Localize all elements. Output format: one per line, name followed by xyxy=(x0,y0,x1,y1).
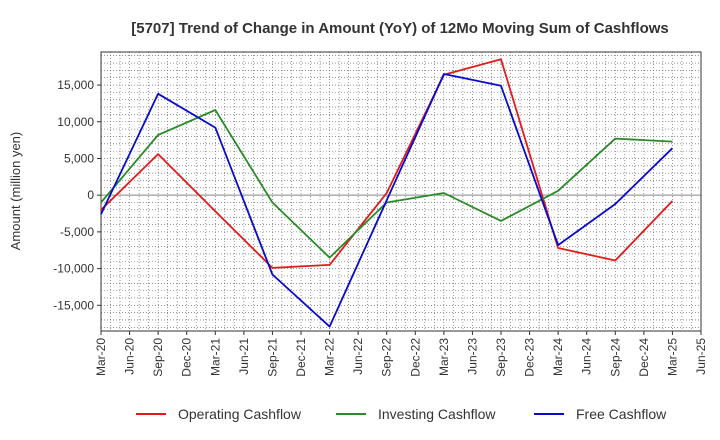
x-tick-label: Dec-21 xyxy=(294,338,308,377)
series-line-2 xyxy=(100,109,673,259)
x-tick-label: Jun-21 xyxy=(237,338,251,375)
x-tick-label: Mar-25 xyxy=(665,338,679,376)
legend: Operating Cashflow Investing Cashflow Free… xyxy=(136,406,667,422)
legend-label-3: Free Cashflow xyxy=(576,406,667,422)
series-line-3 xyxy=(100,73,674,328)
series-line-1 xyxy=(100,58,674,269)
plot-frame xyxy=(100,51,702,332)
x-tick-label: Jun-22 xyxy=(351,338,365,375)
legend-label-1: Operating Cashflow xyxy=(178,406,302,422)
x-tick-label: Jun-25 xyxy=(694,338,708,375)
x-tick-label: Jun-24 xyxy=(580,338,594,375)
x-tick-label: Dec-20 xyxy=(180,338,194,377)
chart-title: [5707] Trend of Change in Amount (YoY) o… xyxy=(131,20,669,37)
x-tick-label: Mar-23 xyxy=(437,338,451,376)
x-tick-label: Dec-22 xyxy=(408,338,422,377)
y-tick-label: 5,000 xyxy=(64,151,94,165)
x-tick-label: Jun-20 xyxy=(123,338,137,375)
plot-background xyxy=(101,52,701,331)
x-tick-label: Sep-21 xyxy=(265,338,279,377)
y-tick-label: -5,000 xyxy=(60,225,94,239)
x-tick-label: Sep-24 xyxy=(608,338,622,377)
x-tick-label: Mar-20 xyxy=(94,338,108,376)
x-tick-label: Mar-21 xyxy=(208,338,222,376)
x-tick-label: Mar-22 xyxy=(323,338,337,376)
x-tick-label: Sep-22 xyxy=(380,338,394,377)
x-tick-label: Mar-24 xyxy=(551,338,565,376)
y-tick-label: -10,000 xyxy=(53,262,94,276)
x-tick-label: Dec-24 xyxy=(637,338,651,377)
y-tick-label: -15,000 xyxy=(53,298,94,312)
x-tick-label: Jun-23 xyxy=(465,338,479,375)
y-axis-label: Amount (million yen) xyxy=(8,132,23,251)
x-tick-label: Dec-23 xyxy=(523,338,537,377)
legend-label-2: Investing Cashflow xyxy=(378,406,496,422)
y-tick-label: 0 xyxy=(87,188,94,202)
y-tick-label: 15,000 xyxy=(57,78,94,92)
plot-area: -15,000 -10,000 -5,000 0 5,000 10,000 15,000 Ma… xyxy=(53,51,708,377)
x-tick-label: Sep-23 xyxy=(494,338,508,377)
y-tick-label: 10,000 xyxy=(57,115,94,129)
x-tick-label: Sep-20 xyxy=(151,338,165,377)
